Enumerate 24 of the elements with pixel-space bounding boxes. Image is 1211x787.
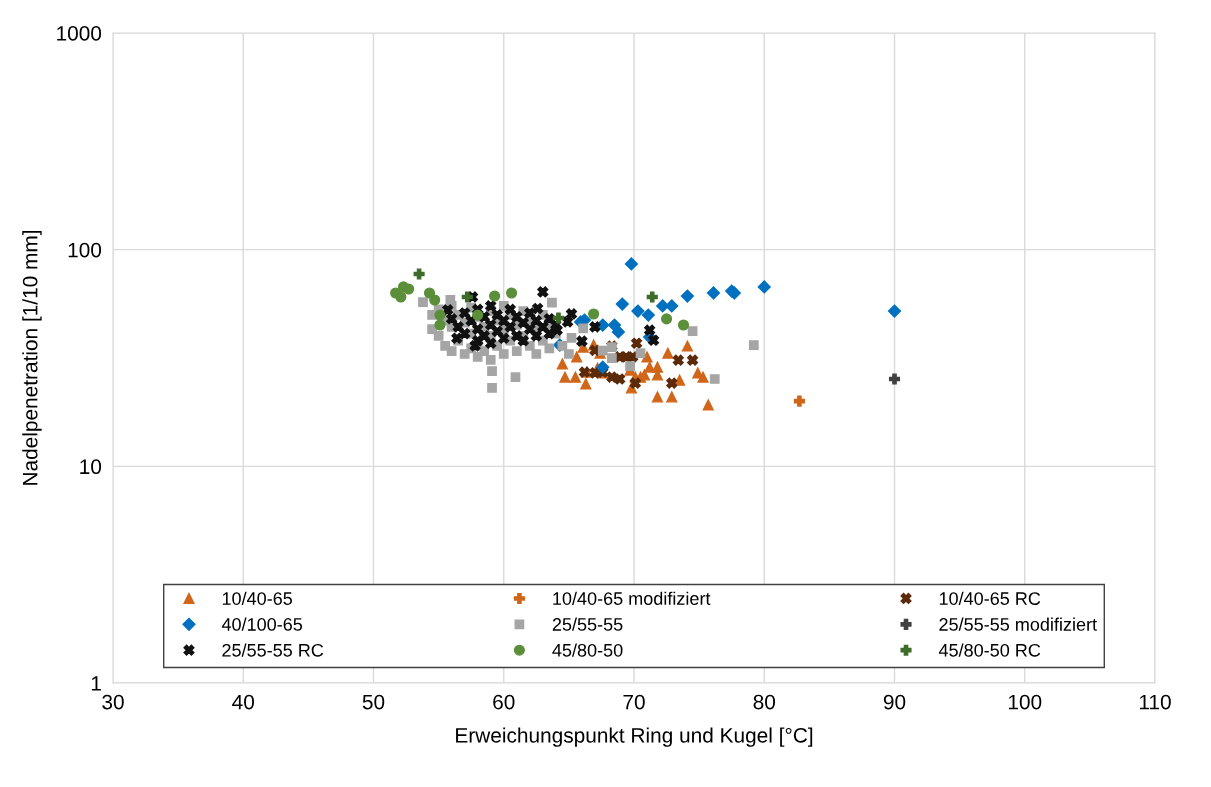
legend-label: 45/80-50 RC — [938, 643, 1041, 657]
legend-label: 10/40-65 modifiziert — [553, 591, 711, 605]
legend-label: 10/40-65 RC — [939, 591, 1041, 605]
y-tick-label: 10 — [80, 459, 102, 475]
legend-label: 25/55-55 modifiziert — [939, 617, 1097, 631]
x-axis-title: Erweichungspunkt Ring und Kugel [°C] — [456, 727, 813, 747]
x-tick-label: 110 — [1139, 694, 1171, 710]
x-tick-label: 80 — [753, 694, 776, 710]
x-tick-label: 30 — [102, 694, 124, 710]
y-tick-label: 1000 — [57, 26, 102, 41]
x-tick-label: 100 — [1008, 694, 1042, 710]
x-tick-label: 40 — [232, 694, 255, 710]
legend-label: 40/100-65 — [221, 617, 303, 631]
x-tick-label: 70 — [623, 694, 645, 710]
x-tick-label: 90 — [883, 694, 906, 710]
legend-label: 10/40-65 — [222, 591, 293, 605]
legend-label: 25/55-55 RC — [222, 643, 324, 657]
x-tick-label: 50 — [362, 694, 385, 710]
legend-label: 25/55-55 — [552, 617, 623, 631]
x-tick-label: 60 — [493, 694, 515, 710]
y-tick-label: 100 — [68, 242, 102, 258]
legend-label: 45/80-50 — [552, 643, 623, 657]
y-tick-label: 1 — [91, 676, 101, 691]
y-axis-title: Nadelpenetration [1/10 mm] — [22, 230, 42, 485]
